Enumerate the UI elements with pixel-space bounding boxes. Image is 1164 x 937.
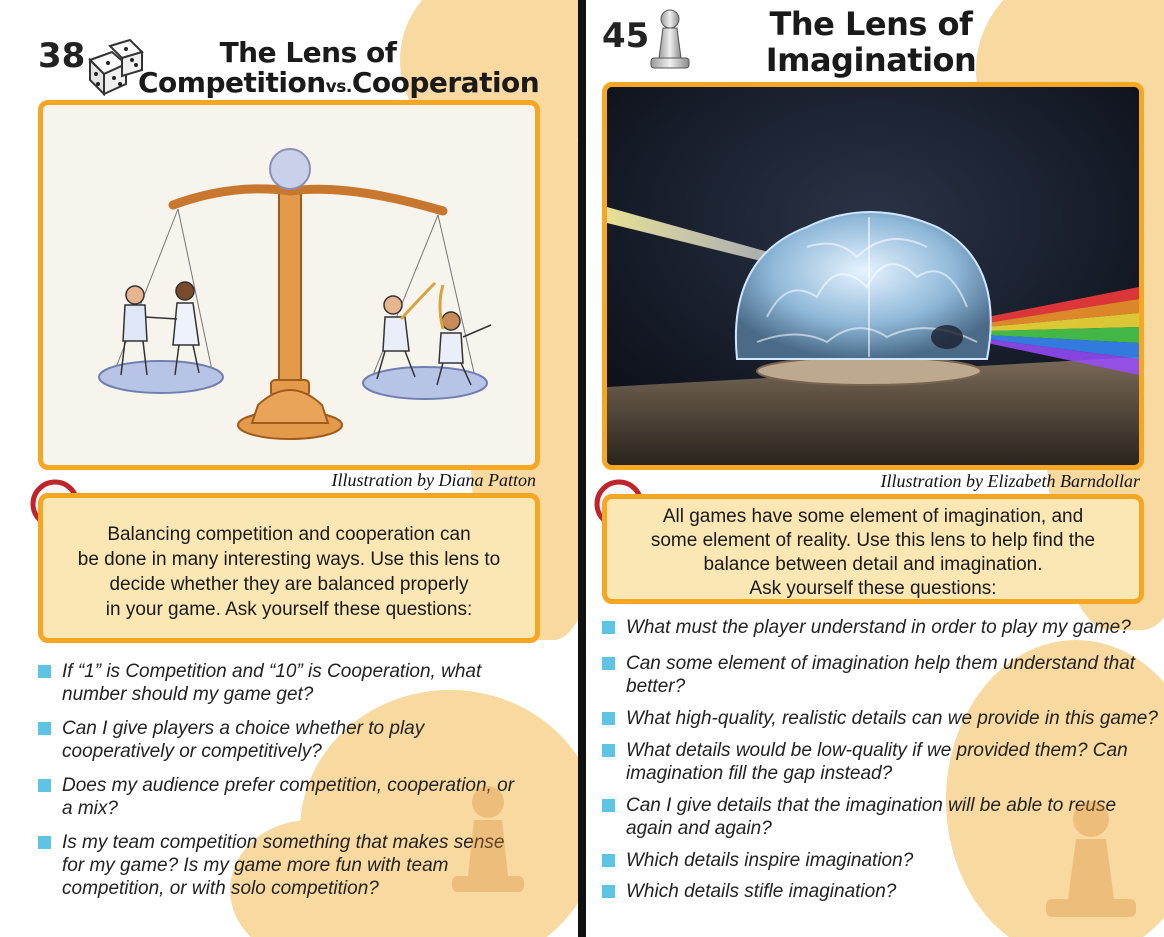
question-item: Which details stifle imagination?: [602, 880, 1158, 903]
question-text: Does my audience prefer competition, coo…: [62, 775, 515, 819]
background-splash: [230, 820, 390, 937]
bullet-square-icon: [38, 779, 51, 792]
question-list: If “1” is Competition and “10” is Cooper…: [38, 660, 528, 900]
dice-icon: [88, 38, 144, 96]
lens-title-line2: Imagination: [765, 41, 977, 79]
description-line: All games have some element of imaginati…: [662, 506, 1084, 527]
lens-card-imagination: 45 The Lens of Imagination: [586, 0, 1164, 937]
bullet-square-icon: [602, 712, 615, 725]
question-item: Can I give details that the imagination …: [602, 794, 1158, 840]
description-line: some element of reality. Use this lens t…: [650, 530, 1096, 551]
question-item: Which details inspire imagination?: [602, 849, 1158, 872]
lens-title: The Lens of Imagination: [736, 6, 1006, 78]
pawn-icon: [650, 9, 690, 69]
question-text: Which details inspire imagination?: [626, 850, 914, 871]
question-item: Can some element of imagination help the…: [602, 652, 1158, 698]
question-item: What high-quality, realistic details can…: [602, 707, 1158, 730]
description-line: Balancing competition and cooperation ca…: [107, 524, 471, 545]
question-list: What must the player understand in order…: [602, 616, 1158, 903]
title-competition: Competition: [138, 66, 326, 99]
question-text: What must the player understand in order…: [626, 617, 1131, 638]
question-item: Can I give players a choice whether to p…: [38, 717, 528, 763]
bullet-square-icon: [38, 665, 51, 678]
pawn-watermark-icon: [452, 786, 524, 892]
question-text: What high-quality, realistic details can…: [626, 708, 1158, 729]
card-divider: [578, 0, 586, 937]
question-item: Is my team competition something that ma…: [38, 831, 528, 900]
pawn-watermark-icon: [1046, 801, 1136, 917]
description-line: in your game. Ask yourself these questio…: [105, 599, 473, 620]
title-cooperation: Cooperation: [351, 66, 540, 99]
question-text: Which details stifle imagination?: [626, 881, 897, 902]
description-line: balance between detail and imagination.: [703, 554, 1043, 575]
lens-description-box: Balancing competition and cooperation ca…: [38, 493, 540, 643]
bullet-square-icon: [602, 885, 615, 898]
question-text: Can some element of imagination help the…: [626, 653, 1136, 697]
question-text: Is my team competition something that ma…: [62, 832, 505, 899]
question-text: If “1” is Competition and “10” is Cooper…: [62, 661, 482, 705]
question-item: If “1” is Competition and “10” is Cooper…: [38, 660, 528, 706]
question-text: What details would be low-quality if we …: [626, 740, 1128, 784]
bullet-square-icon: [38, 836, 51, 849]
description-line: be done in many interesting ways. Use th…: [77, 549, 501, 570]
lens-title-line1: The Lens of: [769, 5, 973, 43]
illustration-credit: Illustration by Diana Patton: [331, 470, 537, 490]
bullet-square-icon: [602, 799, 615, 812]
illustration-credit: Illustration by Elizabeth Barndollar: [880, 471, 1141, 491]
bullet-square-icon: [602, 744, 615, 757]
lens-title: The Lens of Competitionvs.Cooperation: [138, 36, 540, 102]
illustration-frame: [602, 82, 1144, 470]
illustration-frame: [38, 100, 540, 470]
description-line: Ask yourself these questions:: [749, 578, 997, 599]
question-item: What details would be low-quality if we …: [602, 739, 1158, 785]
lens-number: 45: [602, 16, 650, 56]
bullet-square-icon: [602, 657, 615, 670]
question-text: Can I give players a choice whether to p…: [62, 718, 425, 762]
balance-scale-illustration: [98, 148, 492, 440]
lens-number: 38: [38, 36, 86, 76]
bullet-square-icon: [602, 621, 615, 634]
title-vs: vs.: [325, 77, 353, 97]
bullet-square-icon: [38, 722, 51, 735]
question-item: What must the player understand in order…: [602, 616, 1158, 639]
description-line: decide whether they are balanced properl…: [109, 574, 469, 595]
lens-description-box: All games have some element of imaginati…: [602, 494, 1144, 604]
lens-card-competition-cooperation: 38 The Lens of Competitionvs.Cooperation: [0, 0, 578, 937]
background-splash: [946, 640, 1164, 937]
brain-prism-illustration: [607, 87, 1139, 465]
question-text: Can I give details that the imagination …: [626, 795, 1117, 839]
lens-title-line1: The Lens of: [219, 36, 397, 69]
lens-title-line2: Competitionvs.Cooperation: [138, 66, 540, 102]
bullet-square-icon: [602, 854, 615, 867]
question-item: Does my audience prefer competition, coo…: [38, 774, 528, 820]
